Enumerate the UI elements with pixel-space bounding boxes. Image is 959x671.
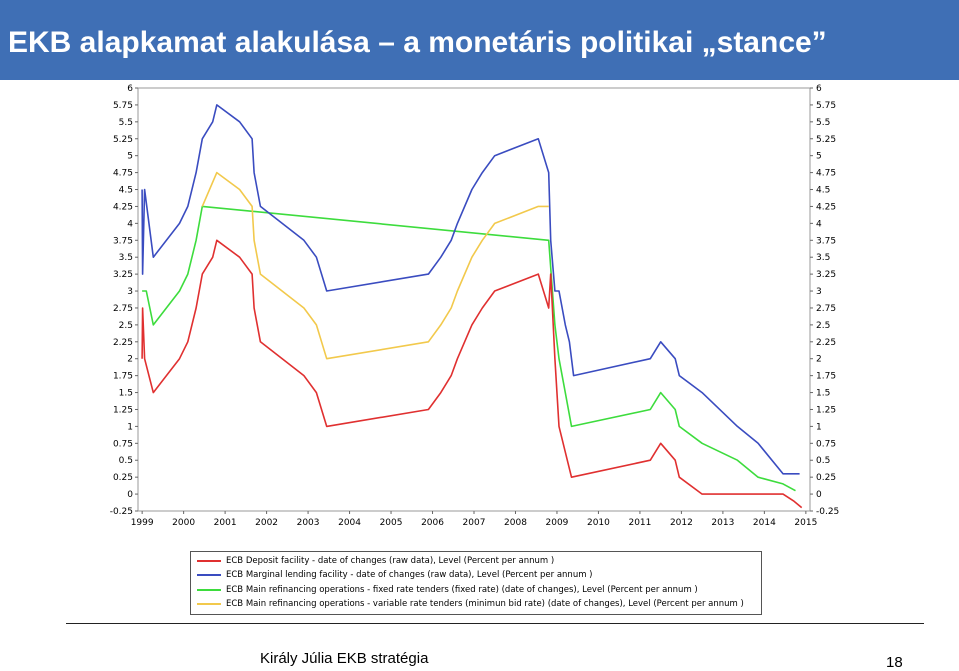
series-line-0 — [141, 239, 803, 509]
x-tick-label: 2012 — [670, 518, 693, 528]
legend-item-mro-fixed: ECB Main refinancing operations - fixed … — [197, 585, 698, 599]
x-tick-label: 2004 — [338, 518, 361, 528]
x-tick-label: 2008 — [504, 518, 527, 528]
legend-swatch-deposit — [197, 559, 221, 562]
y-tick-label-right: 3.5 — [816, 253, 830, 263]
x-tick-label: 2006 — [421, 518, 444, 528]
y-tick-label-right: 3.25 — [816, 270, 836, 280]
y-tick-label-right: 1.25 — [816, 405, 836, 415]
y-tick-label-left: 5.5 — [119, 118, 133, 128]
y-tick-label-left: 0.25 — [113, 473, 133, 483]
footer-divider — [66, 623, 924, 624]
legend-label-mro-variable: ECB Main refinancing operations - variab… — [226, 599, 744, 609]
y-tick-label-right: 2.75 — [816, 304, 836, 314]
y-tick-label-right: 2.5 — [816, 321, 830, 331]
y-tick-label-right: 4.25 — [816, 202, 836, 212]
y-tick-label-left: 5.25 — [113, 135, 133, 145]
series-line-2 — [142, 205, 796, 492]
y-tick-label-left: 2.75 — [113, 304, 133, 314]
y-tick-label-left: 4.25 — [113, 202, 133, 212]
y-tick-label-left: 2 — [127, 355, 133, 365]
y-tick-label-left: 3.75 — [113, 236, 133, 246]
x-tick-label: 2003 — [297, 518, 320, 528]
y-tick-label-left: 5.75 — [113, 101, 133, 111]
y-tick-label-right: 3 — [816, 287, 822, 297]
x-tick-label: 2001 — [214, 518, 237, 528]
y-tick-label-right: 5.25 — [816, 135, 836, 145]
y-tick-label-right: 0 — [816, 490, 822, 500]
legend-label-deposit: ECB Deposit facility - date of changes (… — [226, 556, 555, 566]
y-tick-label-left: -0.25 — [110, 507, 133, 517]
y-tick-label-right: 6 — [816, 84, 822, 94]
y-tick-label-right: 1.5 — [816, 389, 830, 399]
y-tick-label-left: 1.5 — [119, 389, 133, 399]
y-tick-label-right: 5 — [816, 152, 822, 162]
slide-title: EKB alapkamat alakulása – a monetáris po… — [8, 26, 827, 59]
series-line-1 — [141, 104, 800, 475]
y-tick-label-left: 0.5 — [119, 456, 133, 466]
y-tick-label-right: 4.75 — [816, 169, 836, 179]
y-tick-label-left: 2.5 — [119, 321, 133, 331]
x-tick-label: 2009 — [546, 518, 569, 528]
x-tick-label: 2011 — [628, 518, 651, 528]
page-number: 18 — [886, 654, 903, 671]
x-tick-label: 2015 — [794, 518, 817, 528]
y-tick-label-left: 0.75 — [113, 439, 133, 449]
legend-item-marginal-lending: ECB Marginal lending facility - date of … — [197, 570, 593, 584]
legend-swatch-mro-fixed — [197, 588, 221, 591]
series-line-3 — [201, 171, 549, 360]
legend-label-marginal: ECB Marginal lending facility - date of … — [226, 570, 593, 580]
y-tick-label-right: 0.5 — [816, 456, 830, 466]
y-tick-label-left: 3 — [127, 287, 133, 297]
legend-swatch-marginal — [197, 573, 221, 576]
y-tick-label-right: 1.75 — [816, 372, 836, 382]
title-bar: EKB alapkamat alakulása – a monetáris po… — [0, 0, 959, 80]
y-tick-label-right: 0.75 — [816, 439, 836, 449]
legend-swatch-mro-variable — [197, 602, 221, 605]
y-tick-label-left: 1 — [127, 422, 133, 432]
y-tick-label-right: 5.5 — [816, 118, 830, 128]
line-chart: -0.25 -0.25 0 0 0.25 0.25 0.5 0.5 0.75 0.75 1 1 1.25… — [110, 84, 840, 528]
y-tick-label-left: 1.75 — [113, 372, 133, 382]
x-tick-label: 2013 — [711, 518, 734, 528]
legend-item-mro-variable: ECB Main refinancing operations - variab… — [197, 599, 744, 613]
legend-label-mro-fixed: ECB Main refinancing operations - fixed … — [226, 585, 698, 595]
y-tick-label-left: 4 — [127, 219, 133, 229]
y-tick-label-right: 3.75 — [816, 236, 836, 246]
y-tick-label-right: 4.5 — [816, 186, 830, 196]
y-tick-label-left: 1.25 — [113, 405, 133, 415]
y-tick-label-right: 0.25 — [816, 473, 836, 483]
y-tick-label-right: 2.25 — [816, 338, 836, 348]
x-tick-label: 2000 — [172, 518, 195, 528]
y-tick-label-right: 5.75 — [816, 101, 836, 111]
y-tick-label-left: 4.5 — [119, 186, 133, 196]
x-tick-label: 2010 — [587, 518, 610, 528]
y-tick-label-right: 4 — [816, 219, 822, 229]
x-tick-label: 2002 — [255, 518, 278, 528]
y-tick-label-left: 6 — [127, 84, 133, 94]
y-tick-label-left: 4.75 — [113, 169, 133, 179]
y-tick-label-left: 3.5 — [119, 253, 133, 263]
y-tick-label-left: 0 — [127, 490, 133, 500]
chart-legend: ECB Deposit facility - date of changes (… — [190, 551, 762, 615]
x-tick-label: 2007 — [463, 518, 486, 528]
x-tick-label: 2014 — [753, 518, 776, 528]
y-tick-label-left: 3.25 — [113, 270, 133, 280]
y-tick-label-right: 2 — [816, 355, 822, 365]
x-tick-label: 2005 — [380, 518, 403, 528]
x-tick-label: 1999 — [131, 518, 154, 528]
y-tick-label-right: 1 — [816, 422, 822, 432]
y-tick-label-right: -0.25 — [816, 507, 839, 517]
y-tick-label-left: 5 — [127, 152, 133, 162]
legend-item-deposit-facility: ECB Deposit facility - date of changes (… — [197, 556, 554, 570]
y-tick-label-left: 2.25 — [113, 338, 133, 348]
footer-author: Király Júlia EKB stratégia — [260, 650, 429, 667]
